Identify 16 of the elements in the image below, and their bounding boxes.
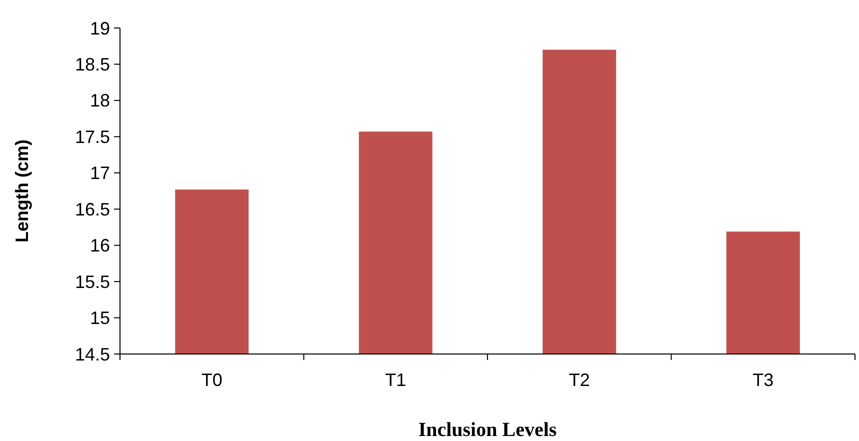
x-tick-label: T2 (568, 370, 590, 390)
x-tick-label: T3 (752, 370, 774, 390)
y-axis-title: Length (cm) (12, 140, 32, 242)
y-tick-label: 19 (90, 18, 110, 38)
y-tick-label: 16 (90, 236, 110, 256)
y-tick-label: 17 (90, 163, 110, 184)
y-tick-label: 17.5 (74, 126, 110, 147)
y-tick-label: 16.5 (74, 199, 110, 220)
x-axis-title: Inclusion Levels (418, 419, 557, 441)
y-tick-label: 14.5 (74, 344, 110, 364)
x-tick-label: T1 (385, 370, 406, 390)
y-tick-label: 18.5 (74, 54, 110, 75)
y-tick-label: 15 (90, 308, 110, 328)
x-tick-label: T0 (201, 370, 222, 390)
y-tick-label: 18 (90, 90, 110, 111)
y-tick-label: 15.5 (74, 272, 110, 292)
